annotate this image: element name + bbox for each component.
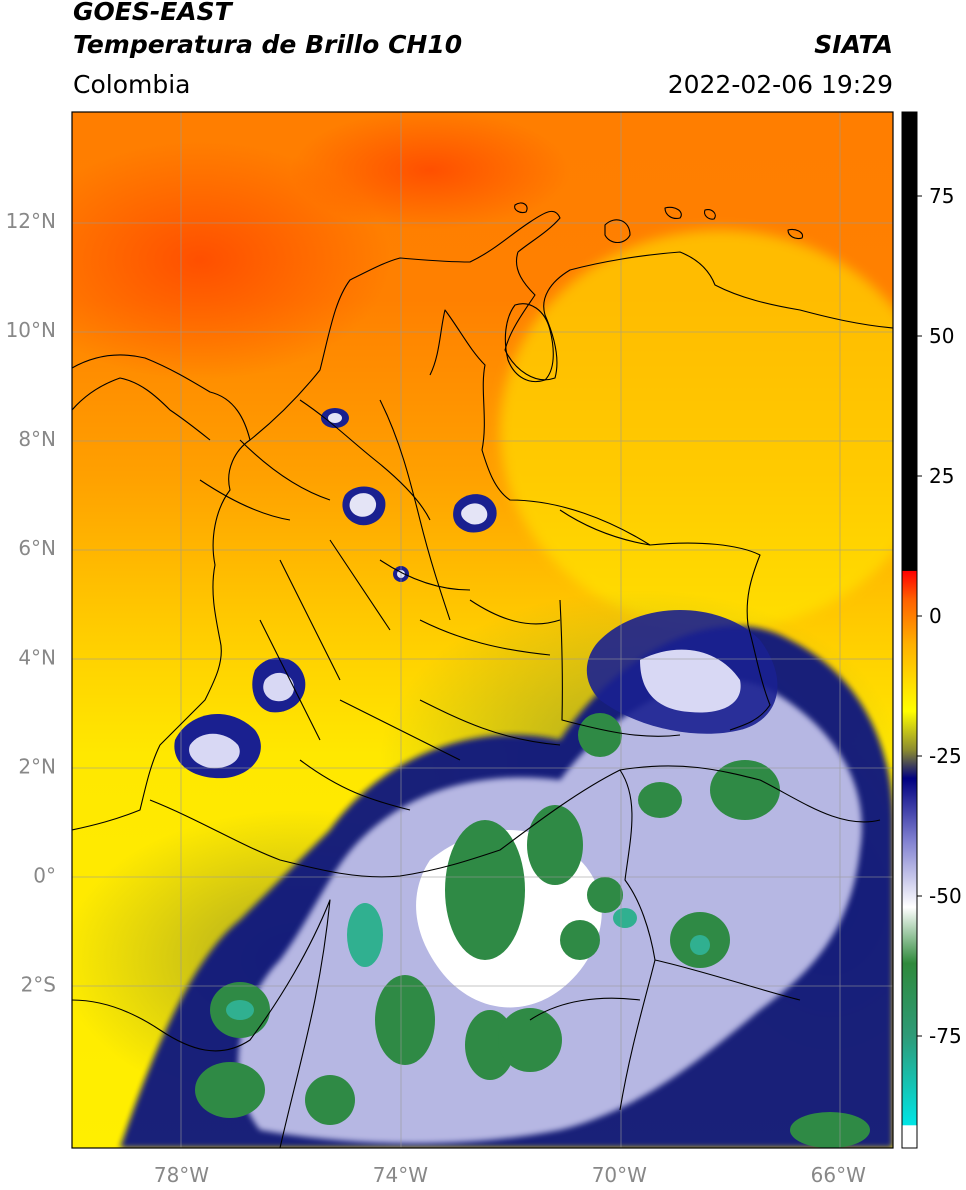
longitude-tick-label: 70°W (592, 1163, 647, 1187)
longitude-tick-label: 78°W (154, 1163, 209, 1187)
colorbar-tick-label: 50 (929, 324, 954, 348)
longitude-tick-labels: 78°W 74°W 70°W 66°W (154, 1163, 866, 1187)
colorbar-tick-label: -50 (929, 884, 962, 908)
latitude-tick-label: 0° (33, 863, 56, 887)
graticule (72, 112, 893, 1148)
colorbar-tick-labels: 75 50 25 0 -25 -50 -75 (917, 184, 962, 1048)
datetime-label: 2022-02-06 19:29 (667, 70, 893, 99)
satellite-title: GOES-EAST (73, 0, 232, 26)
brightness-temperature-field (72, 112, 893, 1148)
latitude-tick-label: 10°N (6, 318, 56, 342)
organization-label: SIATA (814, 30, 893, 59)
colorbar-tick-label: -25 (929, 744, 962, 768)
colorbar-tick-label: 0 (929, 604, 942, 628)
latitude-tick-label: 6°N (18, 536, 56, 560)
colorbar (902, 112, 917, 1148)
product-title: Temperatura de Brillo CH10 (73, 30, 463, 59)
latitude-tick-label: 2°S (21, 972, 56, 996)
colorbar-frame (901, 111, 918, 1149)
longitude-tick-label: 66°W (811, 1163, 866, 1187)
latitude-tick-label: 12°N (6, 209, 56, 233)
latitude-tick-label: 4°N (18, 645, 56, 669)
colorbar-tick-label: -75 (929, 1024, 962, 1048)
colorbar-tick-label: 25 (929, 464, 954, 488)
latitude-tick-label: 8°N (18, 427, 56, 451)
longitude-tick-label: 74°W (373, 1163, 428, 1187)
latitude-tick-labels: 12°N 10°N 8°N 6°N 4°N 2°N 0° 2°S (6, 209, 56, 996)
convective-clouds (120, 408, 893, 1148)
latitude-tick-label: 2°N (18, 754, 56, 778)
coastlines-and-borders (72, 202, 893, 1148)
colorbar-tick-label: 75 (929, 184, 954, 208)
region-label: Colombia (73, 70, 191, 99)
map-frame (71, 111, 894, 1149)
